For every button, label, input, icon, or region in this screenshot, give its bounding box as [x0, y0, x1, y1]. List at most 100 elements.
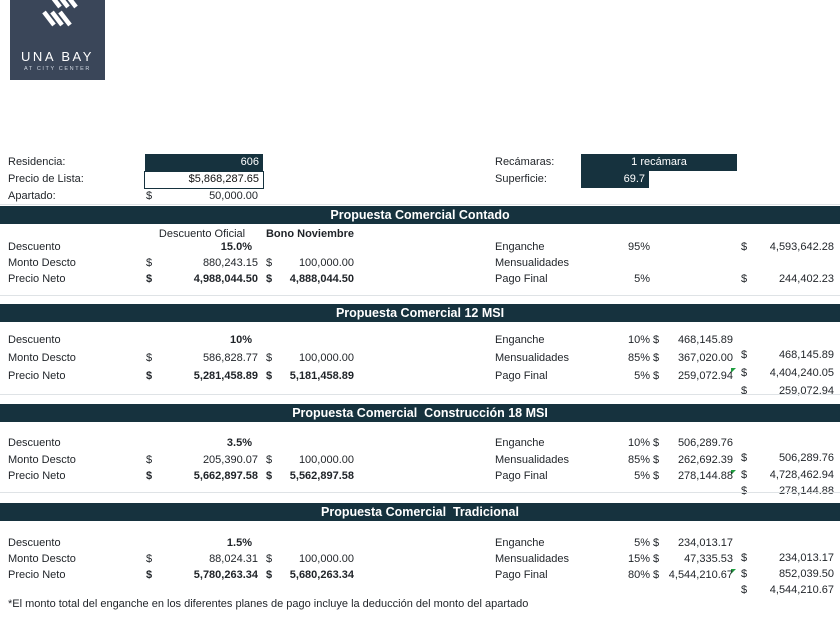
row-label: Precio Neto [8, 370, 66, 382]
row-label: Mensualidades [495, 352, 569, 364]
superficie-value-cell[interactable]: 69.7 [581, 171, 649, 188]
error-flag-icon [731, 470, 736, 475]
apartado-label: Apartado: [8, 190, 56, 202]
amount-cell: $586,828.77 [146, 352, 258, 364]
amount-cell: $852,039.50 [731, 567, 834, 582]
amount-cell: $88,024.31 [146, 553, 258, 565]
table-row: Monto Descto $88,024.31 $100,000.00 Mens… [0, 552, 840, 580]
amount-cell: $506,289.76 [741, 452, 834, 464]
mensualidades-pct: 85% [627, 352, 650, 364]
descuento-pct: 1.5% [226, 537, 252, 549]
divider [0, 295, 840, 296]
row-label: Mensualidades [495, 257, 569, 269]
amount-cell: $468,145.89 [741, 349, 834, 361]
amount-cell: $4,728,462.94 [731, 468, 834, 483]
amount-cell: $5,680,263.34 [266, 569, 354, 581]
mensualidades-pct: 15% [627, 553, 650, 565]
error-flag-icon [731, 368, 736, 373]
row-label: Enganche [495, 537, 545, 549]
row-label: Precio Neto [8, 273, 66, 285]
amount-cell: $234,013.17 [653, 537, 733, 549]
pago-final-pct: 5% [634, 273, 650, 285]
row-label: Precio Neto [8, 569, 66, 581]
amount-cell: $4,404,240.05 [731, 366, 834, 381]
amount-cell: $4,544,210.67 [741, 584, 834, 596]
row-label: Pago Final [495, 569, 548, 581]
section-header-contado: Propuesta Comercial Contado [0, 206, 840, 224]
amount-cell: $4,988,044.50 [146, 273, 258, 285]
section-header-12msi: Propuesta Comercial 12 MSI [0, 304, 840, 322]
row-label: Descuento [8, 241, 61, 253]
amount-cell: $5,662,897.58 [146, 470, 258, 482]
error-flag-icon [731, 569, 736, 574]
logo-title: UNA BAY [21, 49, 94, 64]
logo-subtitle: AT CITY CENTER [23, 66, 92, 72]
amount-cell: $5,281,458.89 [146, 370, 258, 382]
amount-cell: $880,243.15 [146, 257, 258, 269]
section-header-tradicional: Propuesta Comercial Tradicional [0, 503, 840, 521]
row-label: Precio Neto [8, 470, 66, 482]
amount-cell: $234,013.17 [741, 552, 834, 564]
row-label: Descuento [8, 334, 61, 346]
section-header-18msi: Propuesta Comercial Construcción 18 MSI [0, 404, 840, 422]
row-label: Mensualidades [495, 454, 569, 466]
row-label: Enganche [495, 241, 545, 253]
row-label: Enganche [495, 437, 545, 449]
enganche-pct: 10% [627, 334, 650, 346]
amount-cell: $278,144.88 [653, 470, 733, 482]
row-label: Pago Final [495, 273, 548, 285]
table-row: Monto Descto $586,828.77 $100,000.00 Men… [0, 351, 840, 379]
row-label: Descuento [8, 537, 61, 549]
una-bay-logo: UNA BAY AT CITY CENTER [10, 0, 105, 80]
pago-final-pct: 5% [634, 370, 650, 382]
row-label: Monto Descto [8, 257, 76, 269]
row-label: Monto Descto [8, 352, 76, 364]
row-label: Pago Final [495, 370, 548, 382]
table-row: Descuento 15.0% Enganche 95% $4,593,642.… [0, 240, 840, 255]
table-row: Descuento 10% Enganche 10% $468,145.89 $… [0, 333, 840, 361]
recamaras-label: Recámaras: [495, 156, 555, 168]
descuento-pct: 3.5% [226, 437, 252, 449]
brand-stripes-icon [41, 0, 78, 27]
amount-cell: $4,888,044.50 [266, 273, 354, 285]
table-row: Monto Descto $880,243.15 $100,000.00 Men… [0, 256, 840, 271]
amount-cell: $262,692.39 [653, 454, 733, 466]
divider [0, 204, 840, 205]
table-row: Precio Neto $5,780,263.34 $5,680,263.34 … [0, 568, 840, 596]
amount-cell: $5,780,263.34 [146, 569, 258, 581]
table-row: Precio Neto $5,281,458.89 $5,181,458.89 … [0, 369, 840, 397]
amount-cell: $468,145.89 [653, 334, 733, 346]
recamaras-value-cell[interactable]: 1 recámara [581, 154, 737, 171]
mensualidades-pct: 85% [627, 454, 650, 466]
row-label: Monto Descto [8, 454, 76, 466]
apartado-value: $50,000.00 [146, 190, 258, 202]
divider [0, 394, 840, 395]
table-row: Descuento 3.5% Enganche 10% $506,289.76 … [0, 436, 840, 464]
divider [0, 492, 840, 493]
amount-cell: $100,000.00 [266, 352, 354, 364]
footnote: *El monto total del enganche en los dife… [8, 598, 529, 610]
residencia-value-cell[interactable]: 606 [145, 154, 263, 171]
amount-cell: $205,390.07 [146, 454, 258, 466]
enganche-pct: 5% [634, 537, 650, 549]
precio-lista-value-cell[interactable]: $5,868,287.65 [144, 171, 264, 189]
descuento-pct: 15.0% [220, 241, 252, 253]
precio-lista-label: Precio de Lista: [8, 173, 84, 185]
table-row: Descuento 1.5% Enganche 5% $234,013.17 $… [0, 536, 840, 564]
amount-cell: $367,020.00 [653, 352, 733, 364]
row-label: Pago Final [495, 470, 548, 482]
amount-cell: $278,144.88 [741, 485, 834, 497]
amount-cell: $100,000.00 [266, 257, 354, 269]
enganche-pct: 95% [627, 241, 650, 253]
row-label: Descuento [8, 437, 61, 449]
amount-cell: $5,562,897.58 [266, 470, 354, 482]
table-row: Monto Descto $205,390.07 $100,000.00 Men… [0, 453, 840, 481]
row-label: Enganche [495, 334, 545, 346]
amount-cell: $259,072.94 [741, 385, 834, 397]
table-row: Precio Neto $4,988,044.50 $4,888,044.50 … [0, 272, 840, 287]
amount-cell: $100,000.00 [266, 553, 354, 565]
amount-cell: $4,544,210.67 [653, 569, 733, 581]
table-row: Precio Neto $5,662,897.58 $5,562,897.58 … [0, 469, 840, 497]
superficie-label: Superficie: [495, 173, 547, 185]
pago-final-pct: 5% [634, 470, 650, 482]
